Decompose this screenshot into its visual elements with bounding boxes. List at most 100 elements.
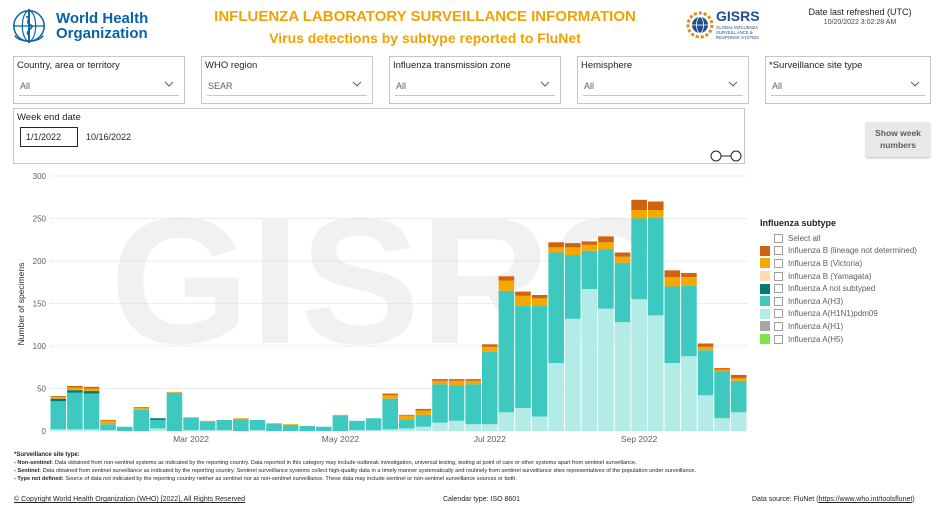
copyright-link[interactable]: © Copyright World Health Organization (W… — [14, 496, 246, 503]
bar-segment[interactable] — [216, 430, 233, 431]
bar-segment[interactable] — [548, 247, 564, 253]
bar-segment[interactable] — [100, 420, 116, 425]
bar-segment[interactable] — [664, 277, 681, 287]
bar-segment[interactable] — [564, 247, 581, 256]
bar-segment[interactable] — [581, 244, 598, 251]
bar-segment[interactable] — [382, 393, 398, 396]
legend-select-all[interactable]: Select all — [760, 232, 934, 245]
chevron-down-icon[interactable] — [910, 79, 920, 89]
bar-segment[interactable] — [697, 346, 714, 351]
bar-segment[interactable] — [448, 380, 465, 386]
bar-segment[interactable] — [50, 397, 67, 399]
bar-segment[interactable] — [598, 308, 614, 431]
bar-segment[interactable] — [730, 374, 747, 379]
bar-segment[interactable] — [216, 419, 233, 431]
bar-segment[interactable] — [515, 408, 531, 431]
legend-item-b-yamagata[interactable]: Influenza B (Yamagata) — [760, 270, 934, 283]
bar-segment[interactable] — [150, 419, 166, 429]
bar-segment[interactable] — [498, 412, 515, 431]
bar-segment[interactable] — [299, 425, 316, 431]
bar-segment[interactable] — [697, 395, 714, 431]
bar-segment[interactable] — [316, 426, 332, 431]
bar-segment[interactable] — [349, 430, 365, 431]
bar-segment[interactable] — [647, 217, 664, 316]
bar-segment[interactable] — [448, 420, 465, 431]
bar-segment[interactable] — [50, 401, 67, 430]
bar-segment[interactable] — [83, 429, 100, 431]
bar-segment[interactable] — [249, 430, 266, 431]
bar-segment[interactable] — [199, 430, 216, 431]
show-week-numbers-button[interactable]: Show week numbers — [866, 122, 930, 157]
bar-segment[interactable] — [67, 385, 83, 388]
bar-segment[interactable] — [564, 243, 581, 248]
bar-segment[interactable] — [382, 395, 398, 399]
bar-segment[interactable] — [515, 295, 531, 307]
bar-segment[interactable] — [564, 318, 581, 431]
bar-segment[interactable] — [548, 242, 564, 248]
bar-segment[interactable] — [83, 386, 100, 389]
bar-segment[interactable] — [50, 429, 67, 431]
bar-segment[interactable] — [415, 408, 432, 411]
bar-segment[interactable] — [481, 346, 498, 352]
bar-segment[interactable] — [647, 210, 664, 218]
bar-segment[interactable] — [614, 256, 631, 263]
bar-segment[interactable] — [50, 396, 67, 397]
bar-segment[interactable] — [282, 425, 299, 431]
bar-segment[interactable] — [166, 391, 183, 393]
bar-segment[interactable] — [133, 409, 150, 431]
bar-segment[interactable] — [415, 414, 432, 427]
slider-start-handle[interactable] — [710, 150, 722, 162]
bar-segment[interactable] — [598, 236, 614, 243]
bar-segment[interactable] — [465, 380, 481, 385]
checkbox[interactable] — [774, 334, 783, 344]
bar-segment[interactable] — [498, 276, 515, 281]
bar-segment[interactable] — [730, 412, 747, 431]
start-date-input[interactable]: 1/1/2022 — [20, 127, 78, 147]
bar-segment[interactable] — [647, 315, 664, 431]
legend-item-a-h5[interactable]: Influenza A(H5) — [760, 333, 934, 346]
bar-segment[interactable] — [199, 420, 216, 422]
bar-segment[interactable] — [631, 210, 647, 219]
bar-segment[interactable] — [481, 351, 498, 425]
bar-segment[interactable] — [465, 379, 481, 381]
bar-segment[interactable] — [598, 242, 614, 250]
checkbox[interactable] — [774, 258, 783, 268]
bar-segment[interactable] — [714, 418, 730, 431]
bar-segment[interactable] — [199, 421, 216, 431]
slider-end-handle[interactable] — [730, 150, 742, 162]
filter-hemisphere[interactable]: Hemisphere All — [577, 56, 749, 104]
bar-segment[interactable] — [498, 280, 515, 291]
filter-country[interactable]: Country, area or territory All — [13, 56, 185, 104]
bar-segment[interactable] — [100, 430, 116, 431]
bar-segment[interactable] — [100, 424, 116, 431]
bar-segment[interactable] — [681, 285, 697, 357]
bar-segment[interactable] — [531, 416, 548, 431]
bar-segment[interactable] — [399, 419, 415, 429]
bar-segment[interactable] — [133, 407, 150, 409]
bar-segment[interactable] — [233, 419, 249, 431]
legend-item-b-lineage-nd[interactable]: Influenza B (lineage not determined) — [760, 245, 934, 258]
bar-segment[interactable] — [432, 384, 448, 423]
chevron-down-icon[interactable] — [352, 79, 362, 89]
data-source-link[interactable]: https://www.who.int/toolsflunet — [818, 496, 913, 503]
bar-segment[interactable] — [116, 426, 133, 431]
bar-segment[interactable] — [681, 272, 697, 278]
bar-segment[interactable] — [415, 410, 432, 415]
bar-segment[interactable] — [332, 415, 349, 431]
bar-segment[interactable] — [365, 430, 382, 431]
checkbox[interactable] — [774, 296, 783, 306]
bar-segment[interactable] — [730, 380, 747, 413]
bar-segment[interactable] — [647, 201, 664, 211]
bar-segment[interactable] — [531, 306, 548, 417]
bar-segment[interactable] — [664, 286, 681, 364]
bar-segment[interactable] — [83, 388, 100, 392]
legend-item-a-not-subtyped[interactable]: Influenza A not subtyped — [760, 282, 934, 295]
bar-segment[interactable] — [183, 430, 199, 431]
legend-item-a-h3[interactable]: Influenza A(H3) — [760, 295, 934, 308]
bar-segment[interactable] — [614, 262, 631, 323]
bar-segment[interactable] — [631, 299, 647, 431]
bar-segment[interactable] — [481, 344, 498, 347]
bar-segment[interactable] — [382, 398, 398, 430]
bar-segment[interactable] — [249, 419, 266, 431]
bar-segment[interactable] — [498, 290, 515, 413]
